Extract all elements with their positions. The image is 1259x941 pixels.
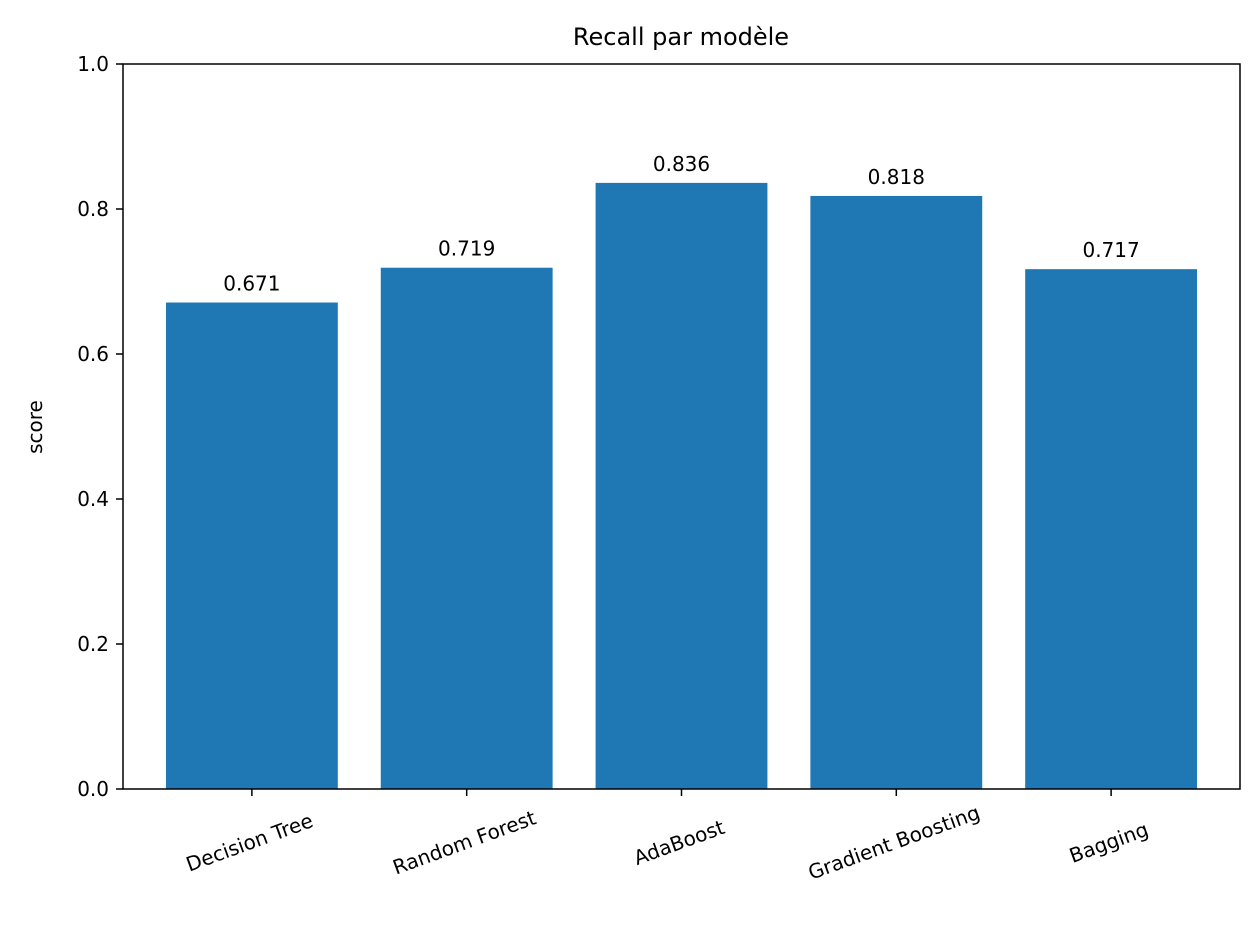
bar-value-label: 0.719 [438,237,495,261]
bars-group [165,182,1198,790]
x-tick-label: Decision Tree [183,808,316,876]
bar [165,302,338,789]
x-tick-label: AdaBoost [630,815,727,870]
x-tick-label: Bagging [1066,817,1152,868]
plot-frame [122,63,1241,790]
bar [1025,269,1198,789]
bar [595,182,768,789]
x-tick-label: Gradient Boosting [805,800,983,884]
y-tick-label: 0.4 [77,487,109,511]
chart-title: Recall par modèle [573,23,789,51]
bar-value-labels: 0.671 0.719 0.836 0.818 0.717 [223,152,1139,296]
bar [380,267,553,790]
bar-value-label: 0.671 [223,272,280,296]
bar-value-label: 0.836 [653,152,710,176]
y-tick-label: 0.0 [77,777,109,801]
bar-value-label: 0.818 [868,165,925,189]
y-tick-label: 0.6 [77,342,109,366]
bar-value-label: 0.717 [1082,238,1139,262]
y-axis-label: score [23,400,47,454]
y-tick-label: 1.0 [77,52,109,76]
x-tick-label: Random Forest [389,805,539,879]
bar [810,195,983,789]
y-tick-label: 0.8 [77,197,109,221]
x-axis: Decision Tree Random Forest AdaBoost Gradie… [183,789,1152,885]
y-axis: 0.0 0.2 0.4 0.6 0.8 1.0 [77,52,123,801]
y-tick-label: 0.2 [77,632,109,656]
